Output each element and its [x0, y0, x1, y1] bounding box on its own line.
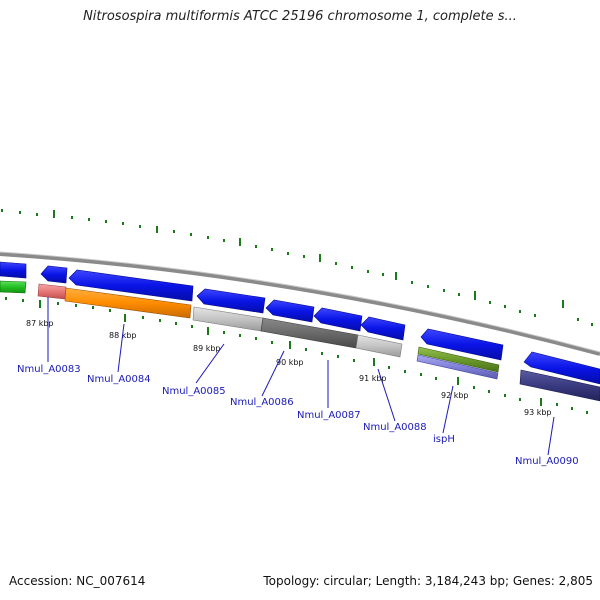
gene-arrow[interactable]	[68, 269, 194, 302]
kbp-label: 87 kbp	[26, 319, 54, 328]
feature-block-pink[interactable]	[37, 283, 67, 300]
feature-block-navy[interactable]	[519, 369, 600, 402]
kbp-label: 93 kbp	[524, 408, 552, 417]
lower-strand-features	[0, 280, 600, 402]
genome-summary-text: Topology: circular; Length: 3,184,243 bp…	[263, 574, 593, 588]
kbp-label: 90 kbp	[276, 358, 304, 367]
feature-block-olive[interactable]	[417, 346, 500, 373]
kbp-label: 92 kbp	[441, 391, 469, 400]
upper-strand-features	[0, 261, 600, 385]
map-title: Nitrosospira multiformis ATCC 25196 chro…	[83, 9, 517, 24]
feature-block-green[interactable]	[0, 280, 27, 294]
gene-arrow[interactable]	[0, 261, 27, 279]
gene-arrow[interactable]	[523, 351, 600, 385]
gene-labels: Nmul_A0083 Nmul_A0084 Nmul_A0085 Nmul_A0…	[17, 364, 579, 467]
gene-label[interactable]: ispH	[433, 434, 455, 445]
kbp-label: 91 kbp	[359, 374, 387, 383]
feature-block-lavender[interactable]	[416, 354, 499, 380]
gene-arrow[interactable]	[265, 299, 315, 323]
gene-label[interactable]: Nmul_A0083	[17, 364, 81, 375]
gene-leader-lines	[47, 297, 555, 456]
kbp-label: 89 kbp	[193, 344, 221, 353]
gene-arrow[interactable]	[420, 328, 504, 361]
gene-label[interactable]: Nmul_A0084	[87, 374, 151, 385]
gene-arrow[interactable]	[196, 288, 266, 314]
gene-label[interactable]: Nmul_A0090	[515, 456, 579, 467]
gene-label[interactable]: Nmul_A0085	[162, 386, 226, 397]
gene-label[interactable]: Nmul_A0087	[297, 410, 361, 421]
gene-arrow[interactable]	[313, 307, 363, 332]
inner-ruler-ticks	[5, 297, 588, 414]
outer-ruler-ticks	[1, 209, 593, 326]
gene-label[interactable]: Nmul_A0086	[230, 397, 294, 408]
accession-text: Accession: NC_007614	[9, 574, 146, 588]
feature-block-orange[interactable]	[64, 287, 192, 319]
gene-arrow[interactable]	[40, 265, 68, 284]
gene-label[interactable]: Nmul_A0088	[363, 422, 427, 433]
genome-backbone	[0, 252, 600, 356]
feature-block-light-gray[interactable]	[355, 334, 403, 358]
gene-arrow[interactable]	[360, 316, 406, 341]
